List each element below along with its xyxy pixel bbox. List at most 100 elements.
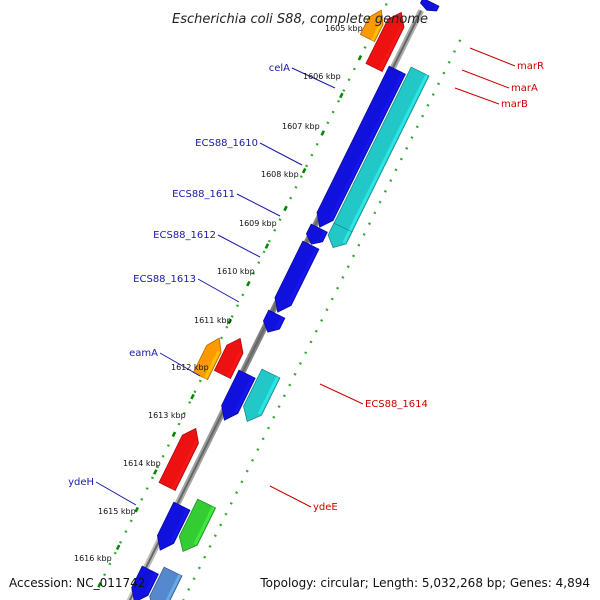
outer-ruler-tick xyxy=(220,336,224,340)
outer-ruler-tick xyxy=(294,185,298,189)
ruler-label: 1615 kbp xyxy=(98,507,136,516)
gene-bottom-fwd-highlight xyxy=(165,574,182,600)
inner-ruler-tick xyxy=(458,39,462,43)
outer-ruler-major-tick xyxy=(171,431,177,438)
inner-ruler-tick xyxy=(304,351,308,355)
outer-ruler-tick xyxy=(262,250,266,254)
outer-ruler-major-tick xyxy=(357,54,363,61)
inner-ruler-tick xyxy=(373,211,377,215)
outer-ruler-tick xyxy=(257,261,261,265)
outer-ruler-tick xyxy=(331,110,335,114)
gene-blue-6 xyxy=(156,501,191,551)
ruler-label: 1606 kbp xyxy=(303,72,341,81)
gene-blue-7-highlight xyxy=(144,572,158,595)
ruler-label: 1612 kbp xyxy=(171,363,209,372)
inner-ruler-tick xyxy=(336,286,340,290)
outer-ruler-tick xyxy=(119,540,123,544)
inner-ruler-tick xyxy=(277,405,281,408)
gene-ECS88_1610-end-highlight xyxy=(342,230,352,244)
inner-ruler-tick xyxy=(378,200,382,204)
gene-label-forward: ECS88_1613 xyxy=(133,274,196,285)
outer-ruler-major-tick xyxy=(97,582,102,588)
outer-ruler-tick xyxy=(235,304,240,308)
leader-line-forward xyxy=(95,481,137,506)
inner-ruler-tick xyxy=(352,254,356,258)
gene-blue-top-highlight xyxy=(433,4,439,11)
inner-ruler-tick xyxy=(224,512,228,516)
ruler-label: 1608 kbp xyxy=(261,170,299,179)
gene-blue-3-highlight xyxy=(287,247,318,305)
inner-ruler-tick xyxy=(447,60,451,64)
gene-label-reverse: ECS88_1614 xyxy=(365,399,428,410)
outer-ruler-tick xyxy=(150,476,154,480)
outer-ruler-tick xyxy=(363,46,367,49)
inner-ruler-tick xyxy=(410,136,414,139)
gene-blue-4-highlight xyxy=(275,316,284,329)
leader-line-reverse xyxy=(454,87,500,105)
gene-eamA-highlight xyxy=(257,376,279,415)
gene-ECS88_1614 xyxy=(192,337,222,381)
outer-ruler-tick xyxy=(352,67,356,71)
outer-ruler-tick xyxy=(241,293,245,297)
inner-ruler-tick xyxy=(389,179,393,183)
ruler-label: 1613 kbp xyxy=(148,411,186,420)
outer-ruler-major-tick xyxy=(246,280,251,287)
inner-ruler-tick xyxy=(357,243,361,247)
gene-label-reverse: ydeE xyxy=(313,502,338,513)
ruler-label: 1611 kbp xyxy=(194,316,232,325)
leader-line-forward xyxy=(159,352,201,377)
leader-line-forward xyxy=(259,142,303,166)
outer-ruler-major-tick xyxy=(153,469,158,475)
gene-label-reverse: marR xyxy=(517,61,544,72)
inner-ruler-tick xyxy=(309,340,313,344)
outer-ruler-major-tick xyxy=(134,506,139,513)
gene-blue-5 xyxy=(221,369,256,421)
gene-label-forward: ECS88_1611 xyxy=(172,189,235,200)
inner-ruler-tick xyxy=(320,319,324,322)
outer-ruler-tick xyxy=(310,153,314,157)
outer-ruler-tick xyxy=(145,487,149,490)
ruler-label: 1610 kbp xyxy=(217,267,255,276)
gene-ydeE xyxy=(158,427,199,492)
gene-blue-6-highlight xyxy=(170,508,190,543)
gene-label-reverse: marB xyxy=(501,99,528,110)
outer-ruler-tick xyxy=(188,401,192,404)
outer-ruler-major-tick xyxy=(283,205,288,212)
outer-ruler-major-tick xyxy=(320,130,326,136)
topology-text: Topology: circular; Length: 5,032,268 bp… xyxy=(259,576,590,590)
outer-ruler-tick xyxy=(230,314,234,318)
inner-ruler-tick xyxy=(452,50,457,53)
outer-ruler-tick xyxy=(278,218,282,222)
inner-ruler-tick xyxy=(282,394,286,398)
outer-ruler-major-tick xyxy=(227,318,233,325)
map-title: Escherichia coli S88, complete genome xyxy=(172,12,428,27)
gene-ydeE-highlight xyxy=(171,441,198,490)
inner-ruler-tick xyxy=(399,157,403,161)
outer-ruler-tick xyxy=(342,89,346,92)
outer-ruler-major-tick xyxy=(301,167,307,174)
outer-ruler-tick xyxy=(156,465,160,469)
inner-ruler-tick xyxy=(266,426,270,430)
inner-ruler-tick xyxy=(421,114,425,118)
outer-ruler-tick xyxy=(299,175,303,178)
gene-label-forward: ECS88_1612 xyxy=(153,230,216,241)
gene-blue-3 xyxy=(274,240,320,313)
outer-ruler-tick xyxy=(124,530,128,534)
leader-line-forward xyxy=(217,234,261,258)
inner-ruler-tick xyxy=(325,308,329,312)
outer-ruler-tick xyxy=(305,164,309,168)
inner-ruler-tick xyxy=(197,566,201,570)
gene-ECS88_1614-red-highlight xyxy=(226,351,243,378)
inner-ruler-tick xyxy=(330,297,334,301)
inner-ruler-tick xyxy=(293,372,297,376)
ruler-label: 1607 kbp xyxy=(282,122,320,131)
gene-blue-1 xyxy=(316,65,406,228)
gene-blue-5-highlight xyxy=(234,376,255,413)
outer-ruler-major-tick xyxy=(190,393,195,400)
leader-line-reverse xyxy=(461,69,510,89)
inner-ruler-tick xyxy=(261,437,265,441)
gene-features xyxy=(131,0,440,600)
outer-ruler-tick xyxy=(289,196,293,200)
inner-ruler-tick xyxy=(415,125,419,129)
ruler-label: 1605 kbp xyxy=(325,24,363,33)
